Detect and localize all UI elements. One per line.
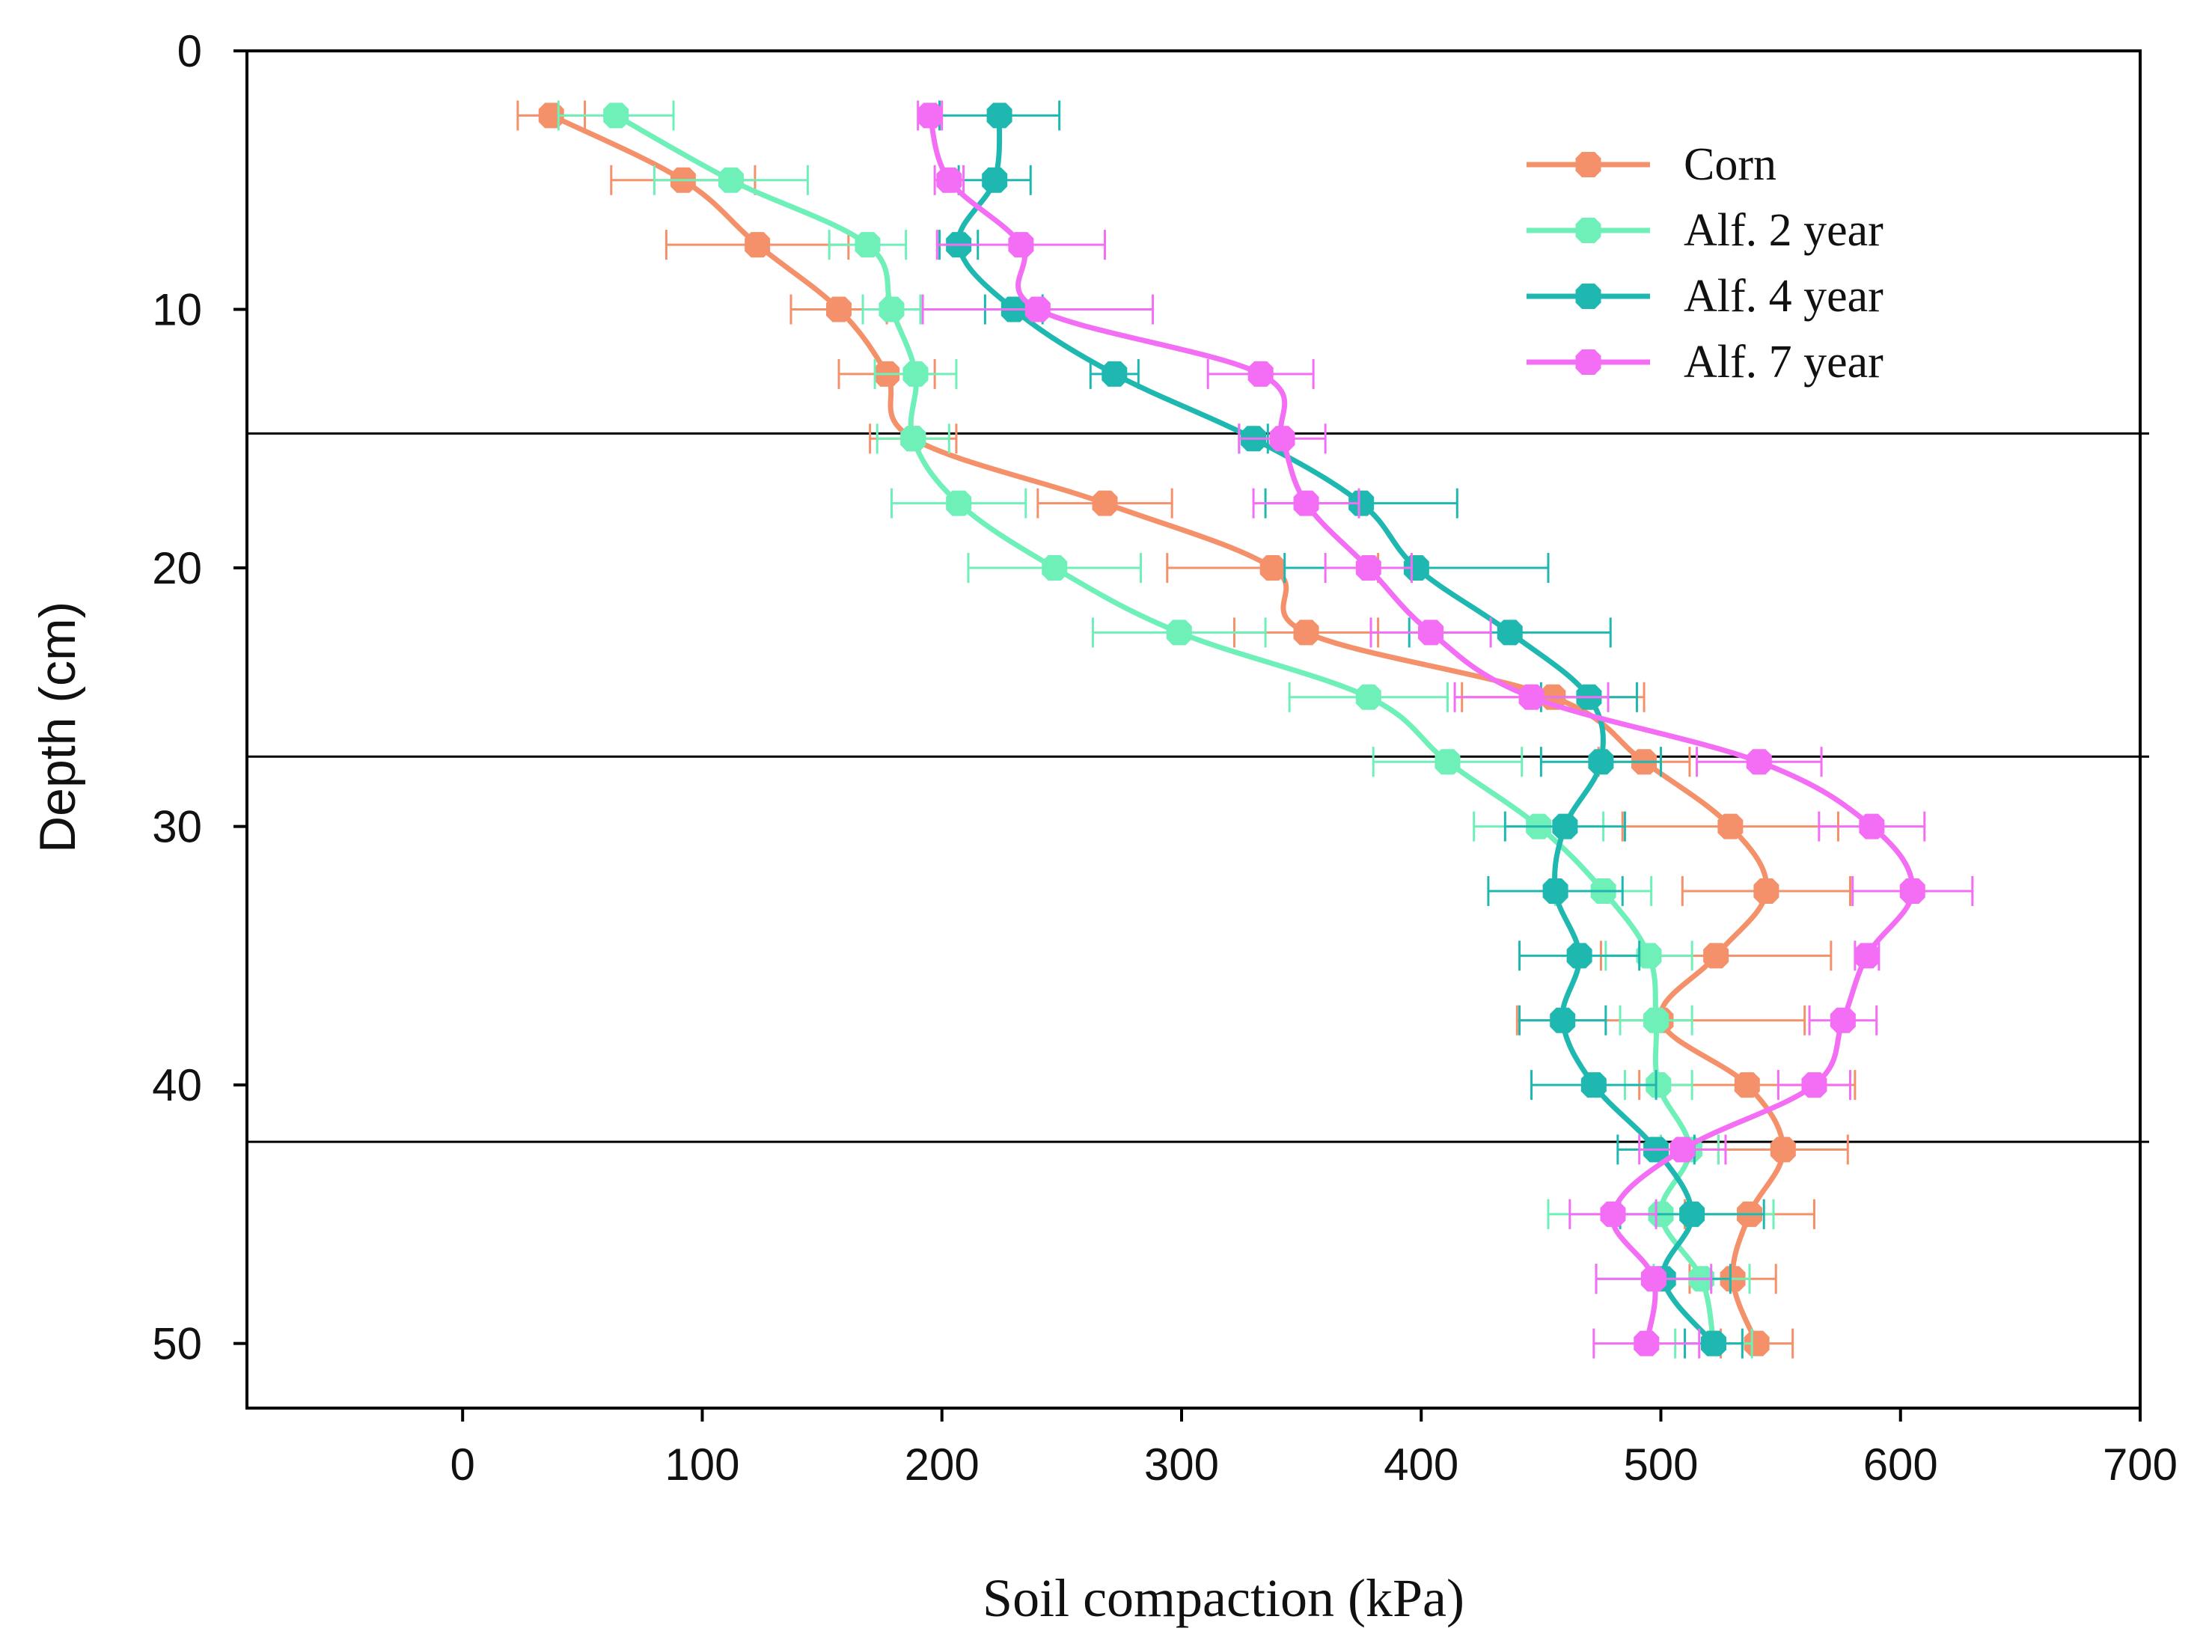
x-axis-title: Soil compaction (kPa): [983, 1568, 1464, 1628]
series-4: [917, 100, 1974, 1359]
data-point: [718, 167, 744, 193]
data-point: [1542, 878, 1568, 904]
x-tick-label: 100: [664, 1440, 739, 1490]
data-point: [946, 490, 972, 516]
data-point: [1746, 749, 1772, 775]
data-point: [1355, 555, 1381, 581]
x-tick-label: 500: [1623, 1440, 1698, 1490]
data-point: [1550, 1007, 1576, 1033]
y-tick-label: 10: [152, 285, 202, 335]
data-point: [1700, 1330, 1726, 1356]
data-point: [1166, 620, 1192, 646]
data-point: [1355, 684, 1381, 710]
data-point: [1588, 749, 1614, 775]
x-axis: 0 100 200 300 400 500 600 700: [450, 1408, 2178, 1490]
x-tick-label: 600: [1863, 1440, 1938, 1490]
data-point: [1042, 555, 1068, 581]
data-point: [986, 103, 1012, 129]
y-tick-label: 0: [177, 26, 202, 76]
plot-frame: [245, 49, 2142, 1410]
legend-swatch-marker: [1575, 218, 1601, 243]
legend-entry-1: Corn: [1527, 139, 1776, 190]
data-point: [1024, 296, 1051, 322]
data-point: [1293, 490, 1319, 516]
x-tick-label: 200: [905, 1440, 980, 1490]
y-tick-label: 30: [152, 802, 202, 852]
data-point: [1580, 1072, 1607, 1098]
legend-entry-2: Alf. 2 year: [1527, 205, 1883, 256]
data-point: [1703, 943, 1729, 969]
data-point: [826, 296, 852, 322]
data-point: [1854, 943, 1880, 969]
data-point: [1734, 1072, 1760, 1098]
x-tick-label: 0: [450, 1440, 475, 1490]
legend-swatch-marker: [1575, 284, 1601, 309]
y-tick-label: 40: [152, 1060, 202, 1110]
data-point: [902, 361, 929, 387]
data-point: [1669, 1136, 1696, 1163]
reference-lines: [247, 432, 2149, 1143]
data-point: [1293, 620, 1319, 646]
data-point: [1247, 361, 1274, 387]
data-point: [745, 232, 771, 258]
legend-swatch-marker: [1575, 152, 1601, 177]
data-point: [1679, 1201, 1705, 1227]
data-point: [1717, 813, 1744, 839]
legend-entry-4: Alf. 7 year: [1527, 337, 1883, 388]
legend-label: Corn: [1684, 139, 1776, 190]
data-point: [1008, 232, 1034, 258]
legend-label: Alf. 4 year: [1684, 271, 1883, 322]
data-point: [1830, 1007, 1856, 1033]
x-tick-label: 300: [1144, 1440, 1219, 1490]
y-tick-label: 20: [152, 543, 202, 593]
data-point: [1636, 943, 1662, 969]
data-point: [1092, 490, 1118, 516]
legend-label: Alf. 7 year: [1684, 337, 1883, 388]
series-layer: [516, 100, 1974, 1359]
series-line: [927, 114, 1916, 1344]
data-point: [1744, 1330, 1770, 1356]
data-point: [1753, 878, 1779, 904]
data-point: [1552, 813, 1578, 839]
legend: Corn Alf. 2 year Alf. 4 year Alf. 7 year: [1527, 139, 1883, 388]
data-point: [1640, 1266, 1666, 1292]
data-point: [1600, 1201, 1626, 1227]
data-point: [1259, 555, 1286, 581]
y-axis: 0 10 20 30 40 50: [152, 26, 247, 1369]
data-point: [1497, 620, 1523, 646]
data-point: [1348, 490, 1375, 516]
data-point: [1634, 1330, 1660, 1356]
data-point: [1435, 749, 1461, 775]
data-point: [936, 167, 962, 193]
data-point: [1770, 1136, 1796, 1163]
data-point: [1801, 1072, 1827, 1098]
data-point: [1403, 555, 1429, 581]
data-point: [1646, 1072, 1672, 1098]
data-point: [879, 296, 905, 322]
legend-entry-3: Alf. 4 year: [1527, 271, 1883, 322]
data-point: [1418, 620, 1444, 646]
data-point: [1269, 426, 1295, 452]
data-point: [982, 167, 1008, 193]
x-tick-label: 400: [1384, 1440, 1458, 1490]
data-point: [1643, 1007, 1669, 1033]
legend-swatch-marker: [1575, 349, 1601, 375]
data-point: [900, 426, 926, 452]
data-point: [1859, 813, 1885, 839]
data-point: [917, 103, 943, 129]
x-tick-label: 700: [2103, 1440, 2178, 1490]
legend-label: Alf. 2 year: [1684, 205, 1883, 256]
data-point: [1518, 684, 1545, 710]
data-point: [1102, 361, 1128, 387]
data-point: [855, 232, 881, 258]
y-tick-label: 50: [152, 1319, 202, 1369]
data-point: [603, 103, 629, 129]
data-point: [1899, 878, 1925, 904]
y-axis-title: Depth (cm): [29, 602, 86, 853]
data-point: [1566, 943, 1592, 969]
